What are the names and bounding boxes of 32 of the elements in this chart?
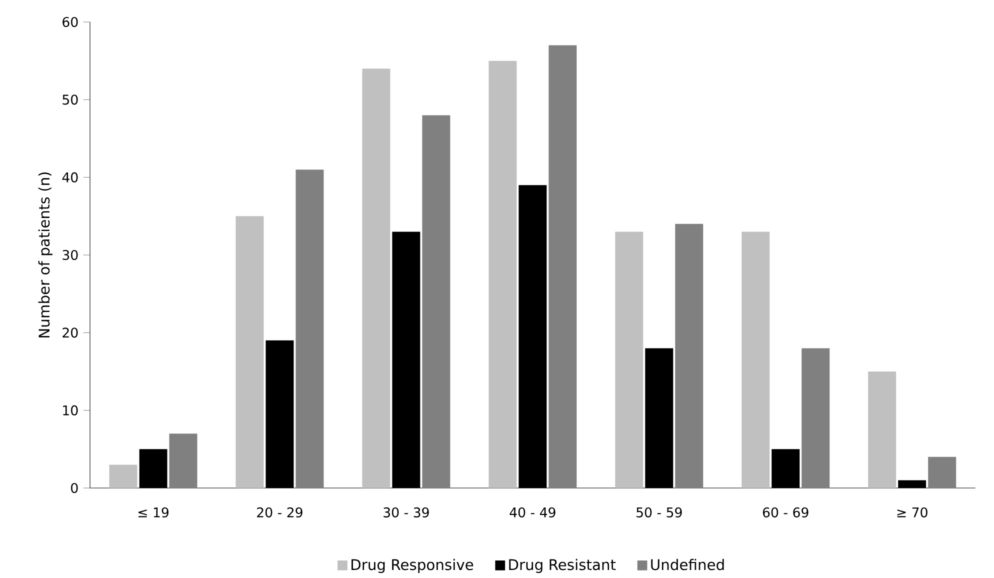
y-tick-label: 10: [63, 405, 78, 416]
bar: [422, 115, 450, 488]
x-tick-label: ≥ 70: [897, 507, 928, 518]
bar: [928, 456, 956, 488]
legend-label: Undefined: [651, 558, 724, 570]
bar: [868, 372, 896, 488]
y-tick-label: 50: [62, 94, 78, 105]
bar: [236, 216, 264, 488]
x-tick-label: 20 - 29: [257, 507, 302, 518]
y-tick-label: 0: [71, 482, 78, 494]
bar: [362, 68, 390, 488]
x-tick-label: 30 - 39: [384, 507, 429, 518]
y-axis-title: Number of patients (n): [38, 172, 53, 338]
y-tick-label: 40: [62, 172, 78, 182]
bar: [548, 45, 577, 488]
bar: [109, 464, 138, 488]
legend-label: Drug Resistant: [509, 558, 616, 574]
y-tick-label: 30: [62, 250, 78, 260]
bar: [675, 224, 704, 488]
bar: [169, 434, 198, 488]
x-tick-label: 60 - 69: [762, 507, 808, 518]
bar: [802, 348, 830, 488]
x-tick-label: ≤ 19: [138, 507, 168, 518]
bar: [296, 170, 324, 488]
x-tick-label: 50 - 59: [636, 507, 682, 518]
legend-label: Drug Responsive: [352, 558, 474, 574]
bar: [488, 60, 517, 488]
bar: [742, 232, 770, 488]
y-tick-label: 20: [62, 328, 78, 338]
x-tick-label: 40 - 49: [510, 507, 556, 518]
y-tick-label: 60: [62, 16, 78, 28]
bar: [615, 232, 644, 488]
